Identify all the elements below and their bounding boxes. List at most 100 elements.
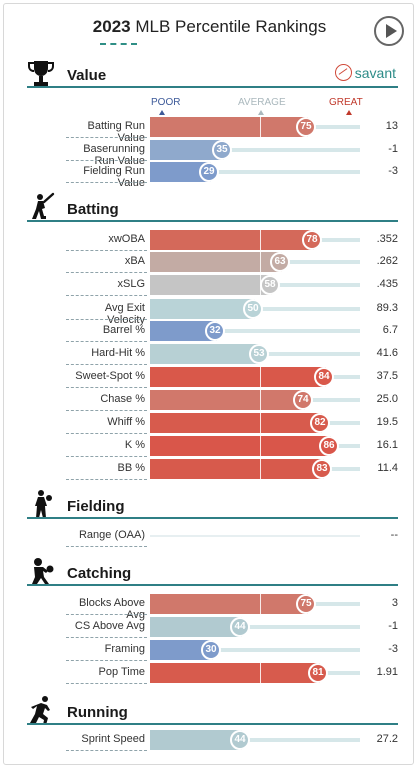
metric-label-underline [66,137,147,138]
metric-row[interactable]: K % 86 16.1 [64,435,398,457]
metric-label: xwOBA [108,233,145,245]
percentile-bar [150,436,331,456]
metric-label-underline [66,341,147,342]
percentile-bar [150,459,324,479]
metric-label: Pop Time [98,666,145,678]
metric-value: .352 [376,233,398,245]
percentile-bar [150,413,322,433]
metric-value: -1 [388,620,398,632]
metric-row[interactable]: Pop Time 81 1.91 [64,662,398,684]
metric-label: Chase % [100,393,145,405]
average-line [260,390,261,410]
percentile-bar [150,162,211,182]
legend-poor: POOR [151,97,181,108]
metric-label-underline [66,456,147,457]
metric-value: 37.5 [376,370,398,382]
metric-value: -3 [388,643,398,655]
metric-label: Fielding Run Value [83,165,145,189]
savant-logo[interactable]: savant [334,64,396,81]
percentile-bar [150,299,255,319]
metric-label: K % [124,439,145,451]
metric-value: 6.7 [382,324,398,336]
metric-label: xBA [124,255,145,267]
percentile-bubble: 83 [312,459,332,479]
metric-row[interactable]: Sweet-Spot % 84 37.5 [64,366,398,388]
metric-row[interactable]: Fielding Run Value 29 -3 [64,161,398,189]
percentile-bar [150,344,261,364]
trophy-icon [27,58,55,90]
metric-label-underline [66,479,147,480]
metric-label-underline [66,295,147,296]
metric-row[interactable]: Blocks Above Avg 75 3 [64,593,398,621]
section-divider [27,723,398,725]
percentile-track [150,625,360,629]
percentile-bubble: 84 [314,367,334,387]
metric-row[interactable]: xwOBA 78 .352 [64,229,398,251]
metric-label-underline [66,660,147,661]
metric-label: Avg Exit Velocity [104,302,145,326]
metric-label: Barrel % [102,324,145,336]
average-line [260,663,261,683]
metric-row[interactable]: Baserunning Run Value 35 -1 [64,139,398,167]
metric-value: 3 [391,597,398,609]
metric-value: 13 [385,120,398,132]
metric-row[interactable]: Framing 30 -3 [64,639,398,661]
metric-value: 89.3 [376,302,398,314]
metric-label: BB % [117,462,145,474]
average-line [260,594,261,614]
average-line [260,230,261,250]
title-text: MLB Percentile Rankings [135,17,327,36]
percentile-bubble: 75 [296,594,316,614]
percentile-bar [150,252,282,272]
metric-row[interactable]: Hard-Hit % 53 41.6 [64,343,398,365]
average-line [260,436,261,456]
metric-row[interactable]: xSLG 58 .435 [64,274,398,296]
metric-label: Sweet-Spot % [75,370,145,382]
metric-value: -3 [388,165,398,177]
average-line [260,459,261,479]
section-header-fielding: Fielding [27,490,398,521]
runner-icon [27,695,55,727]
legend-poor-marker [159,110,165,115]
section-header-catching: Catching [27,558,398,588]
year-selector-underline[interactable] [100,43,137,45]
legend-great: GREAT [329,97,363,108]
metric-label: Sprint Speed [81,733,145,745]
catcher-icon [27,556,55,588]
play-icon[interactable] [374,16,404,46]
legend-average-marker [258,110,264,115]
metric-label-underline [66,182,147,183]
section-divider [27,220,398,222]
legend-great-marker [346,110,352,115]
metric-row[interactable]: BB % 83 11.4 [64,458,398,480]
percentile-bubble: 74 [293,390,313,410]
percentile-bubble: 53 [249,344,269,364]
percentile-bubble: 35 [212,140,232,160]
metric-row[interactable]: xBA 63 .262 [64,251,398,273]
metric-row[interactable]: Whiff % 82 19.5 [64,412,398,434]
percentile-bubble: 78 [302,230,322,250]
percentile-track [150,170,360,174]
metric-row[interactable]: Barrel % 32 6.7 [64,320,398,342]
metric-row[interactable]: Batting Run Value 75 13 [64,116,398,144]
metric-value: 16.1 [376,439,398,451]
section-divider [27,584,398,586]
percentile-bubble: 86 [319,436,339,456]
average-line [260,252,261,272]
metric-value: 27.2 [376,733,398,745]
metric-label: xSLG [117,278,145,290]
percentile-bubble: 81 [308,663,328,683]
metric-label-underline [66,364,147,365]
metric-label-underline [66,433,147,434]
metric-row[interactable]: Sprint Speed 44 27.2 [64,729,398,751]
metric-row[interactable]: Avg Exit Velocity 50 89.3 [64,298,398,326]
metric-row[interactable]: Range (OAA) -- [64,525,398,547]
metric-row[interactable]: Chase % 74 25.0 [64,389,398,411]
percentile-bubble: 63 [270,252,290,272]
title-year: 2023 [92,17,131,36]
metric-value: 1.91 [376,666,398,678]
metric-label-underline [66,272,147,273]
metric-row[interactable]: CS Above Avg 44 -1 [64,616,398,638]
percentile-bar [150,594,308,614]
metric-value: .435 [376,278,398,290]
